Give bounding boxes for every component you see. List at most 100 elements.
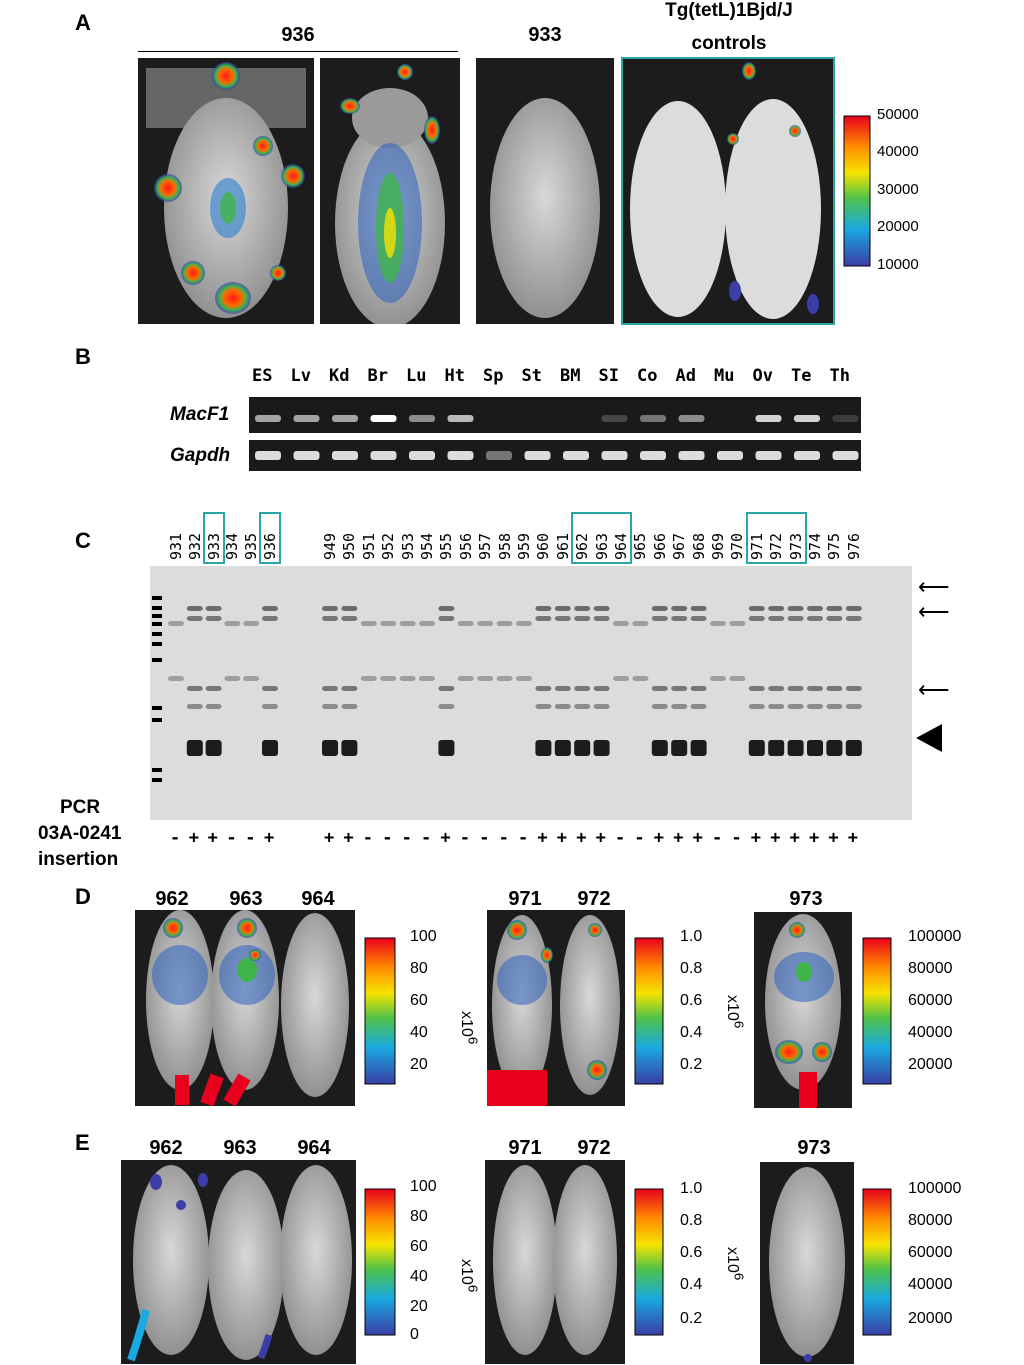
blot-band bbox=[186, 686, 203, 691]
blot-band bbox=[438, 606, 455, 611]
pcr-result: + bbox=[692, 828, 703, 848]
mouse-id: 971 bbox=[508, 888, 542, 910]
pcr-result: + bbox=[324, 828, 335, 848]
tissue-label: Co bbox=[637, 366, 658, 386]
gel-macf1 bbox=[249, 397, 861, 433]
southern-blot bbox=[150, 566, 912, 820]
blot-band bbox=[787, 606, 804, 611]
blot-band bbox=[399, 621, 416, 626]
blot-band bbox=[671, 686, 688, 691]
blot-band bbox=[168, 621, 184, 626]
pcr-title-3: insertion bbox=[38, 849, 119, 870]
blot-band bbox=[554, 686, 571, 691]
blot-band bbox=[341, 740, 358, 756]
ladder-mark bbox=[152, 622, 162, 626]
lane-label: 956 bbox=[456, 532, 475, 560]
gel-band-macf1 bbox=[601, 415, 628, 422]
group-label-controls-1: Tg(tetL)1Bjd/J bbox=[665, 0, 793, 21]
gel-band-macf1 bbox=[640, 415, 666, 422]
mouse-id: 962 bbox=[149, 1137, 183, 1159]
blot-band bbox=[399, 676, 416, 681]
gel-band-macf1 bbox=[755, 415, 782, 422]
blot-band bbox=[748, 740, 765, 756]
blot-band bbox=[243, 621, 260, 626]
blot-band bbox=[807, 606, 823, 611]
pcr-result: + bbox=[809, 828, 820, 848]
multiplier-exp: 6 bbox=[731, 1020, 747, 1029]
blot-band bbox=[341, 616, 358, 621]
multiplier-exp: 6 bbox=[465, 1284, 481, 1293]
lane-label: 952 bbox=[379, 532, 398, 560]
pcr-result: + bbox=[653, 828, 665, 848]
blot-band bbox=[826, 616, 843, 621]
ladder-mark bbox=[152, 614, 162, 618]
blot-band bbox=[613, 621, 629, 626]
multiplier-base: x10 bbox=[723, 1247, 741, 1273]
group-label-936: 936 bbox=[281, 24, 315, 46]
lane-label: 970 bbox=[728, 532, 747, 560]
colorbar-e1-tick-label: 80 bbox=[410, 1208, 428, 1225]
blot-band bbox=[768, 606, 785, 611]
blot-band bbox=[632, 676, 649, 681]
colorbar-a-tick-label: 20000 bbox=[877, 218, 919, 235]
tissue-label: BM bbox=[560, 366, 581, 386]
colorbar-e2-tick-label: 0.4 bbox=[680, 1276, 703, 1293]
pcr-result: - bbox=[498, 828, 509, 848]
lane-label: 961 bbox=[553, 532, 572, 560]
lane-label: 958 bbox=[495, 532, 514, 560]
colorbar-d3-tick-label: 60000 bbox=[908, 992, 953, 1009]
pcr-result: + bbox=[828, 828, 839, 848]
blot-band bbox=[574, 616, 591, 621]
gel-band-gapdh bbox=[332, 451, 358, 460]
blot-band bbox=[826, 704, 843, 709]
lane-highlight-box bbox=[745, 512, 807, 564]
lane-highlight-box bbox=[571, 512, 632, 564]
gel-band-gapdh bbox=[370, 451, 397, 460]
pcr-result: + bbox=[750, 828, 762, 848]
pcr-result: - bbox=[226, 828, 237, 848]
ladder-mark bbox=[152, 632, 162, 636]
colorbar-e3-tick-label: 20000 bbox=[908, 1310, 953, 1327]
blot-band bbox=[477, 676, 494, 681]
blot-band bbox=[243, 676, 260, 681]
lane-label: 950 bbox=[340, 532, 359, 560]
blot-band bbox=[748, 606, 765, 611]
group-underline-936 bbox=[138, 51, 458, 52]
blot-band bbox=[322, 740, 338, 756]
tissue-label: ES bbox=[252, 366, 273, 386]
blot-band bbox=[535, 616, 552, 621]
colorbar-e2-tick-label: 1.0 bbox=[680, 1180, 703, 1197]
panel-label-c: C bbox=[75, 528, 91, 553]
blot-band bbox=[535, 740, 552, 756]
lane-label: 953 bbox=[398, 532, 417, 560]
mouse-id: 964 bbox=[297, 1137, 331, 1159]
tissue-label: Sp bbox=[483, 366, 504, 386]
ladder-mark bbox=[152, 606, 162, 610]
blot-band bbox=[690, 686, 707, 691]
pcr-result: + bbox=[207, 828, 218, 848]
blot-band bbox=[438, 686, 455, 691]
gel-band-gapdh bbox=[409, 451, 435, 460]
tissue-label: Lu bbox=[406, 366, 427, 386]
blot-band bbox=[651, 740, 668, 756]
pcr-result: - bbox=[401, 828, 412, 848]
mouse-id: 963 bbox=[223, 1137, 257, 1159]
pcr-title-1: PCR bbox=[60, 797, 101, 818]
ladder-mark bbox=[152, 658, 162, 662]
lane-label: 974 bbox=[806, 532, 824, 560]
blot-band bbox=[768, 740, 785, 756]
tissue-label: SI bbox=[598, 366, 619, 386]
multiplier-base: x10 bbox=[457, 1011, 475, 1037]
pcr-result: + bbox=[576, 828, 587, 848]
blot-band bbox=[574, 606, 591, 611]
blot-band bbox=[262, 606, 278, 611]
colorbar-a-tick-label: 50000 bbox=[877, 106, 919, 123]
blot-band bbox=[186, 616, 203, 621]
blot-band bbox=[380, 676, 397, 681]
gel-band-macf1 bbox=[409, 415, 435, 422]
gel-band-gapdh bbox=[640, 451, 666, 460]
lane-label: 935 bbox=[242, 532, 261, 560]
lane-label: 968 bbox=[689, 532, 708, 560]
tissue-label: Ht bbox=[444, 366, 465, 386]
blot-band bbox=[807, 740, 823, 756]
